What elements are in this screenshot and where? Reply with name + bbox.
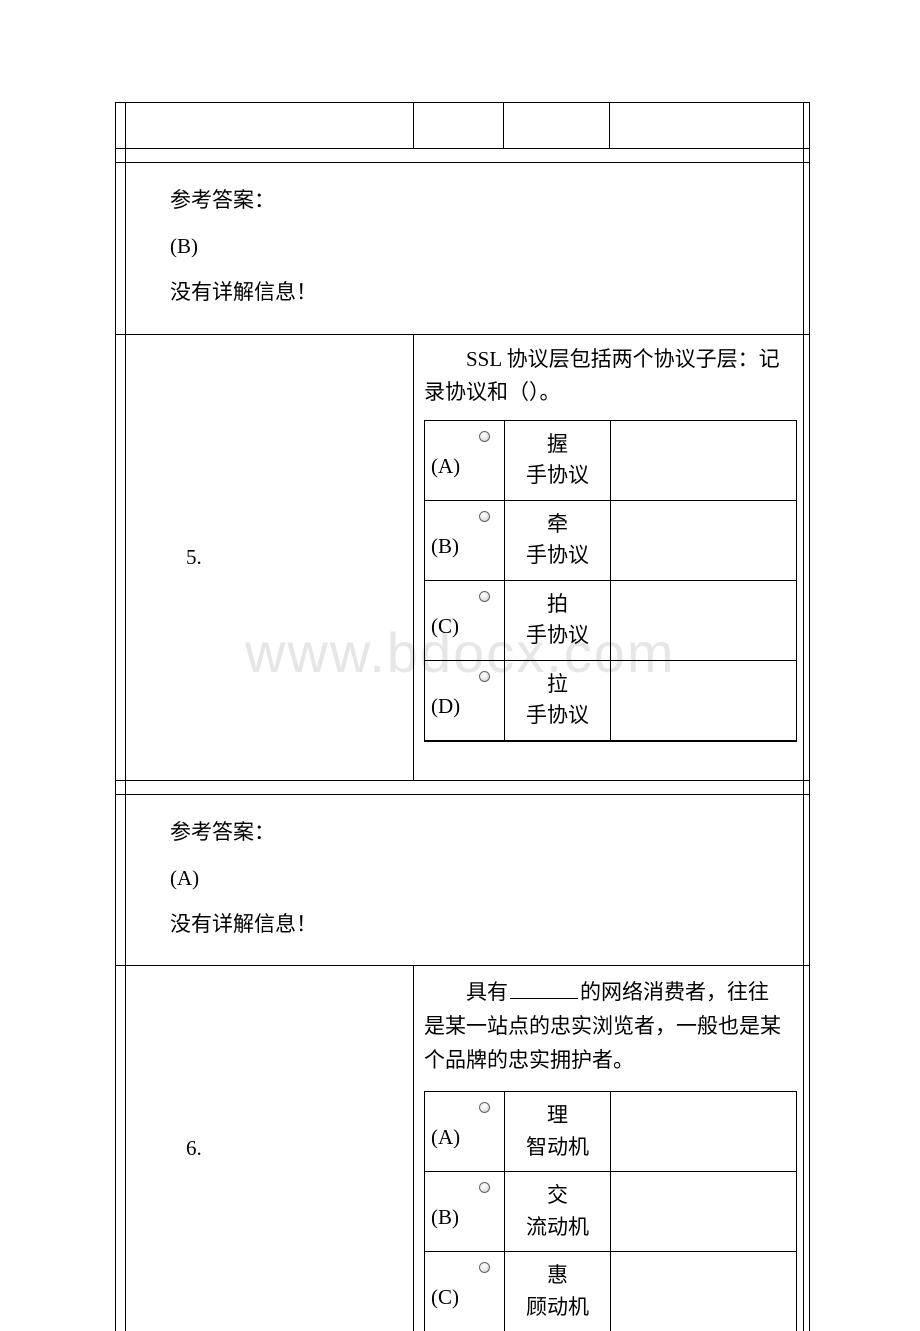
answer-label: 参考答案： [170, 177, 803, 223]
option-5d[interactable]: (D) 拉手协议 [424, 660, 797, 741]
option-5b[interactable]: (B) 牵手协议 [424, 500, 797, 581]
thin-row-1 [116, 149, 809, 163]
option-text: 握手协议 [505, 421, 611, 500]
radio-icon [479, 1262, 490, 1273]
question-number-6: 6. [126, 966, 414, 1331]
option-6c[interactable]: (C) 惠顾动机 [424, 1251, 797, 1331]
radio-icon [479, 671, 490, 682]
option-text: 拍手协议 [505, 581, 611, 660]
option-5a[interactable]: (A) 握手协议 [424, 420, 797, 501]
option-key: (C) [431, 1282, 494, 1314]
question-6: 6. 具有的网络消费者，往往是某一站点的忠实浏览者，一般也是某个品牌的忠实拥护者… [116, 966, 809, 1331]
option-key: (D) [431, 691, 494, 723]
option-key: (A) [431, 451, 494, 483]
options-5: (A) 握手协议 (B) 牵手协议 [414, 420, 803, 741]
q5-footer-box [424, 741, 797, 780]
question-number-5: 5. [126, 335, 414, 780]
no-detail-4: 没有详解信息！ [170, 269, 803, 315]
option-6b[interactable]: (B) 交流动机 [424, 1171, 797, 1252]
answer-value-5: (A) [170, 855, 803, 901]
blank-underline [510, 978, 578, 999]
option-text: 惠顾动机 [505, 1252, 611, 1331]
answer-block-5: 参考答案： (A) 没有详解信息！ [116, 795, 809, 967]
option-key: (B) [431, 531, 494, 563]
answer-label: 参考答案： [170, 809, 803, 855]
radio-icon [479, 1182, 490, 1193]
option-text: 拉手协议 [505, 661, 611, 740]
radio-icon [479, 1102, 490, 1113]
option-text: 交流动机 [505, 1172, 611, 1251]
option-6a[interactable]: (A) 理智动机 [424, 1091, 797, 1172]
question-stem-5: SSL 协议层包括两个协议子层：记录协议和（）。 [414, 335, 803, 420]
option-5c[interactable]: (C) 拍手协议 [424, 580, 797, 661]
option-key: (B) [431, 1202, 494, 1234]
option-key: (A) [431, 1122, 494, 1154]
page-frame: 参考答案： (B) 没有详解信息！ 5. SSL 协议层包括两个协议子层：记录协… [115, 102, 810, 1331]
question-5: 5. SSL 协议层包括两个协议子层：记录协议和（）。 (A) 握手协议 [116, 335, 809, 781]
option-text: 牵手协议 [505, 501, 611, 580]
radio-icon [479, 431, 490, 442]
answer-value-4: (B) [170, 223, 803, 269]
radio-icon [479, 591, 490, 602]
options-6: (A) 理智动机 (B) 交流动机 [414, 1091, 803, 1331]
no-detail-5: 没有详解信息！ [170, 901, 803, 947]
option-key: (C) [431, 611, 494, 643]
question-stem-6: 具有的网络消费者，往往是某一站点的忠实浏览者，一般也是某个品牌的忠实拥护者。 [414, 966, 803, 1091]
answer-block-4: 参考答案： (B) 没有详解信息！ [116, 163, 809, 335]
radio-icon [479, 511, 490, 522]
option-text: 理智动机 [505, 1092, 611, 1171]
top-spacer-row [116, 103, 809, 149]
thin-row-2 [116, 781, 809, 795]
